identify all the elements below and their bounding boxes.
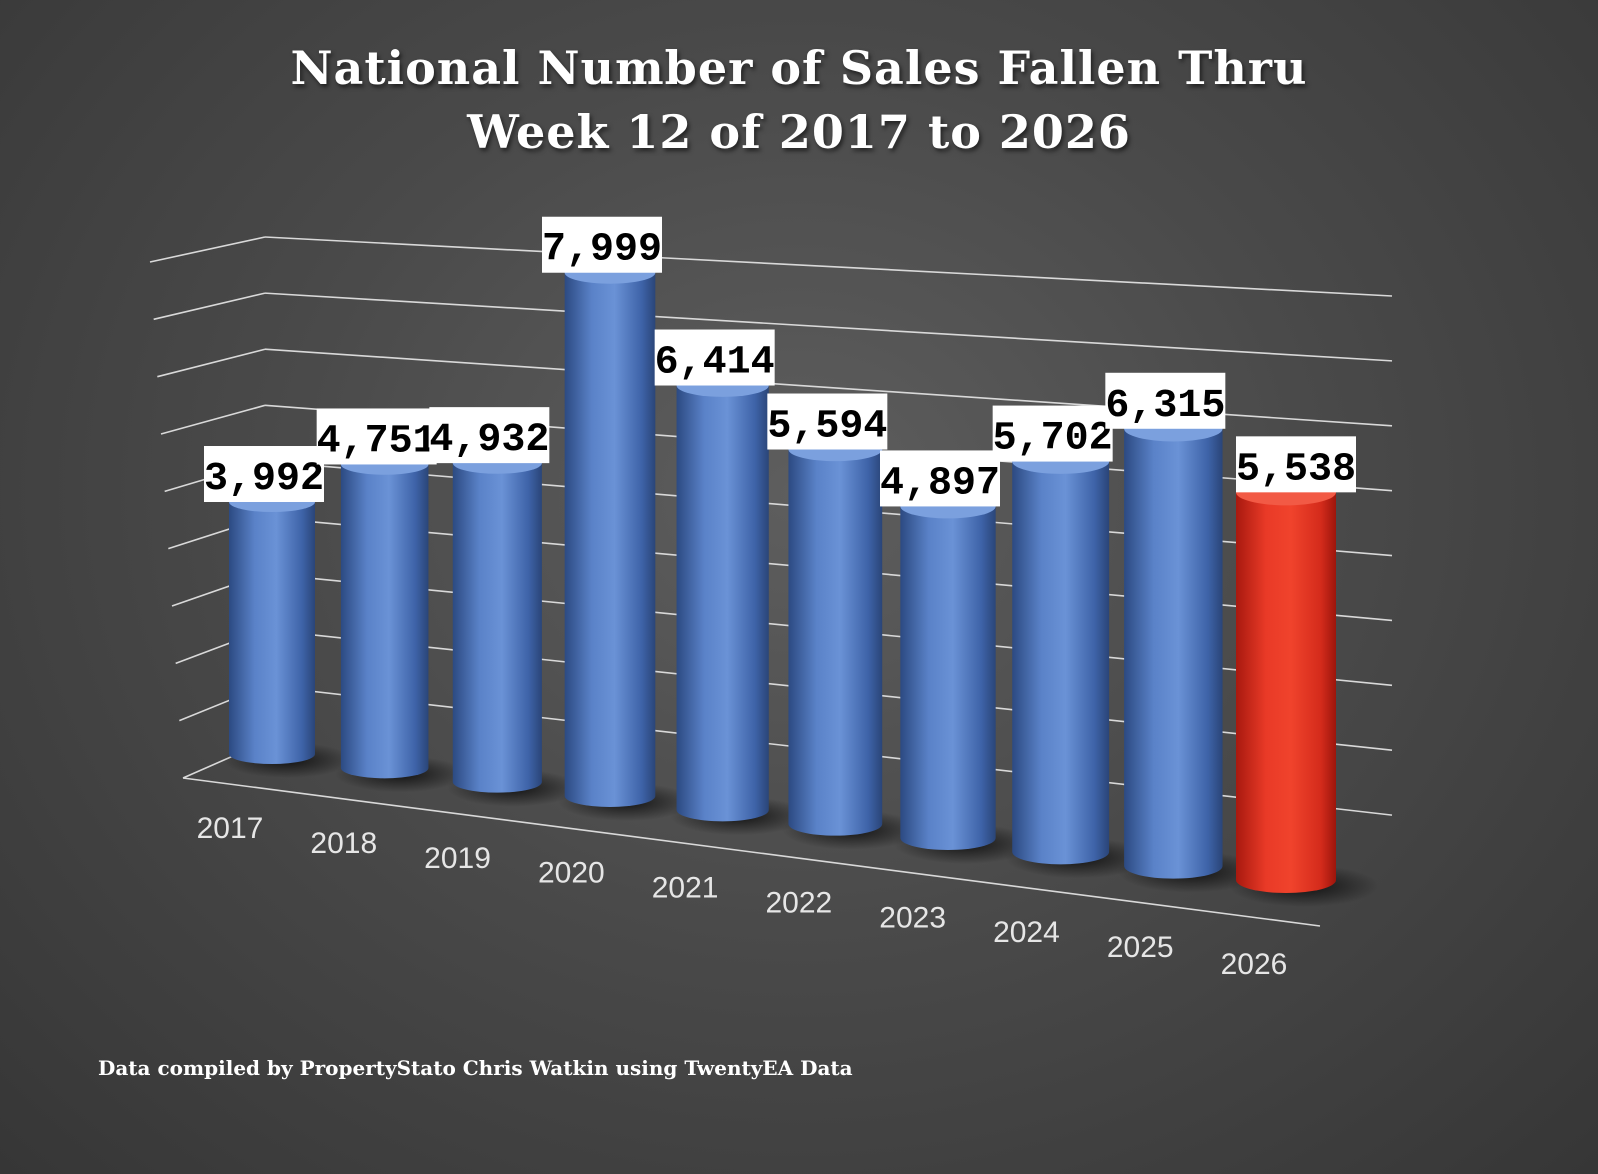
data-label-box	[429, 407, 550, 464]
gridline-side	[153, 292, 266, 321]
data-label-text: 6,315	[1105, 384, 1225, 429]
data-label-box	[316, 408, 437, 465]
bar-body	[340, 464, 429, 779]
bar-body	[1012, 461, 1110, 865]
tick-label-2026: 2026	[1221, 948, 1288, 981]
tick-label-2017: 2017	[197, 812, 264, 845]
data-label-2019: 4,932	[429, 407, 550, 464]
data-label-box	[1105, 372, 1226, 429]
tick-label-2024: 2024	[993, 916, 1060, 949]
bar-2026	[1229, 479, 1379, 907]
data-label-2021: 6,414	[654, 329, 775, 386]
data-label-2024: 5,702	[992, 405, 1113, 462]
data-label-text: 3,992	[204, 457, 324, 502]
gridline-side	[160, 404, 266, 435]
bar-body	[788, 449, 883, 836]
data-label-2018: 4,751	[316, 408, 437, 465]
bar-2019	[446, 452, 581, 807]
chart-title-block: National Number of Sales Fallen Thru Wee…	[0, 36, 1598, 164]
tick-label-2022: 2022	[766, 886, 833, 919]
data-label-text: 4,751	[317, 419, 437, 464]
data-label-text: 5,702	[993, 417, 1113, 462]
data-label-box	[767, 393, 888, 450]
data-label-box	[204, 446, 324, 503]
tick-label-2020: 2020	[538, 857, 605, 890]
gridline	[264, 236, 1393, 297]
data-label-box	[880, 450, 1000, 507]
tick-label-2023: 2023	[879, 901, 946, 934]
bar-body	[1124, 428, 1223, 879]
data-label-text: 7,999	[542, 228, 662, 273]
data-label-text: 5,538	[1236, 447, 1356, 492]
data-label-text: 5,594	[767, 405, 887, 450]
chart-subtitle: Week 12 of 2017 to 2026	[467, 105, 1131, 159]
bar-2017	[222, 492, 352, 778]
bar-body	[229, 502, 315, 764]
data-label-2020: 7,999	[542, 216, 662, 273]
data-label-2023: 4,897	[880, 450, 1000, 507]
data-label-2026: 5,538	[1236, 436, 1356, 493]
data-label-2025: 6,315	[1105, 372, 1226, 429]
bar-2022	[781, 437, 923, 850]
data-label-box	[542, 216, 662, 273]
x-tick-labels: 2017 2018 2019 2020 2021 2022 2023 2024 2025 2026	[197, 812, 1288, 981]
data-label-box	[1236, 436, 1356, 493]
tick-label-2019: 2019	[424, 842, 491, 875]
data-label-2017: 3,992	[204, 446, 324, 503]
bar-body	[900, 506, 996, 850]
tick-label-2021: 2021	[652, 872, 719, 905]
bar-body	[564, 272, 656, 807]
x-axis-line	[182, 777, 1321, 927]
source-note: Data compiled by PropertyStato Chris Wat…	[98, 1056, 853, 1080]
gridline-side	[157, 348, 266, 378]
data-label-text: 4,932	[429, 418, 549, 463]
bar-body	[452, 463, 542, 793]
bar-body	[676, 385, 769, 822]
data-label-box	[654, 329, 775, 386]
tick-label-2018: 2018	[310, 827, 377, 860]
data-label-text: 6,414	[655, 341, 775, 386]
data-label-2022: 5,594	[767, 393, 888, 450]
data-label-box	[992, 405, 1113, 462]
bar-2018	[334, 454, 467, 793]
data-label-text: 4,897	[880, 461, 1000, 506]
gridline	[264, 292, 1393, 362]
bar-body	[1236, 492, 1336, 893]
tick-label-2025: 2025	[1107, 931, 1174, 964]
chart-title: National Number of Sales Fallen Thru	[290, 41, 1308, 95]
gridline-side	[149, 236, 266, 263]
